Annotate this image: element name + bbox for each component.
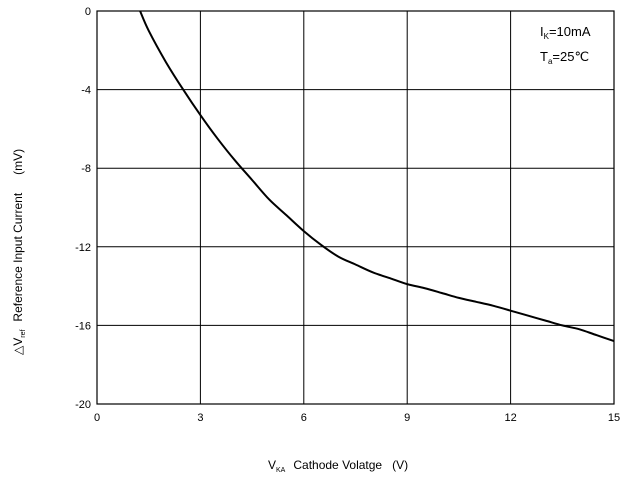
x-axis-label: VKA Cathode Volatge (V) (268, 458, 408, 474)
y-tick-label-2: -8 (81, 163, 91, 175)
x-tick-labels: 0 3 6 9 12 15 (94, 412, 620, 424)
y-tick-labels: 0 -4 -8 -12 -16 -20 (75, 6, 91, 411)
x-tick-label-0: 0 (94, 412, 100, 424)
x-tick-label-2: 6 (301, 412, 307, 424)
x-tick-label-1: 3 (197, 412, 203, 424)
grid-lines (96, 10, 615, 405)
series-line (139, 10, 615, 343)
y-tick-label-1: -4 (81, 85, 91, 97)
y-tick-label-0: 0 (85, 6, 91, 18)
y-tick-label-4: -16 (75, 320, 91, 332)
y-tick-label-5: -20 (75, 399, 91, 411)
x-tick-label-5: 15 (608, 412, 620, 424)
y-axis-label: △VrefReference Input Current(mV) (11, 149, 27, 355)
x-tick-label-3: 9 (404, 412, 410, 424)
annotation-ik: IK=10mA (540, 24, 591, 41)
annotation-ta: Ta=25℃ (540, 49, 589, 66)
x-tick-label-4: 12 (504, 412, 516, 424)
plot-frame (96, 10, 615, 405)
y-tick-label-3: -12 (75, 242, 91, 254)
